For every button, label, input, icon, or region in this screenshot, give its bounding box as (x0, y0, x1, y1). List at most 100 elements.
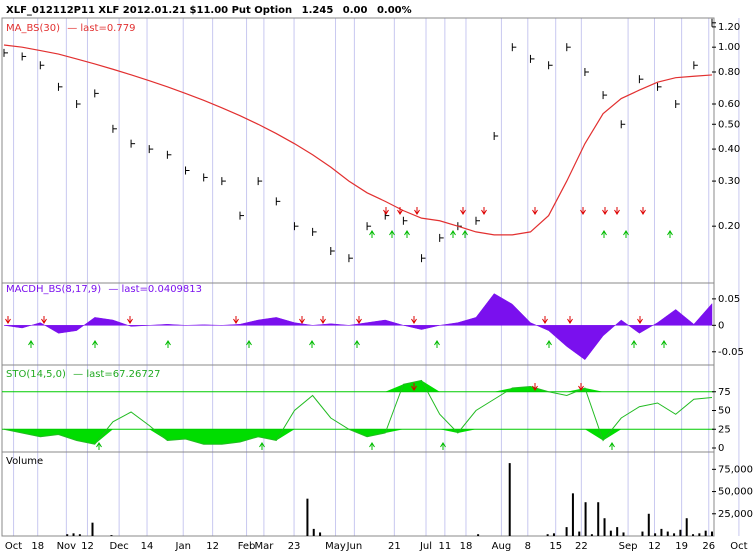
volume-bar (641, 531, 644, 536)
volume-bar (711, 531, 713, 536)
up-arrow-icon (309, 340, 315, 348)
up-arrow-icon (354, 340, 360, 348)
sto-panel: 75 50 25 0 (1, 364, 731, 454)
down-arrow-icon (41, 316, 47, 324)
sto-legend: STO(14,5,0) — last=67.26727 (6, 369, 160, 380)
volume-bars (66, 463, 713, 536)
sto-y-label: 50 (718, 406, 731, 417)
chart-title: XLF_012112P11 XLF 2012.01.21 $11.00 Put … (6, 5, 412, 16)
down-arrow-icon (532, 383, 538, 391)
up-arrow-icon (259, 442, 265, 450)
down-arrow-icon (299, 316, 305, 324)
macdh-signal-arrows (5, 316, 667, 348)
price-y-label: 1.00 (718, 42, 740, 53)
x-tick-label: 12 (206, 541, 219, 551)
volume-bar (78, 534, 81, 536)
up-arrow-icon (92, 340, 98, 348)
macdh-legend: MACDH_BS(8,17,9) — last=0.0409813 (6, 284, 202, 295)
x-tick-label: 26 (702, 541, 715, 551)
volume-bar (616, 527, 619, 536)
volume-y-label: 25,000 (718, 509, 753, 520)
up-arrow-icon (601, 230, 607, 238)
volume-legend: Volume (6, 456, 43, 467)
price-y-label: 0.60 (718, 99, 740, 110)
price-signal-arrows (369, 207, 673, 238)
x-tick-label: 14 (141, 541, 154, 551)
down-arrow-icon (411, 316, 417, 324)
volume-bar (698, 533, 701, 536)
sto-line (3, 379, 713, 445)
x-tick-label: Jul (419, 541, 432, 551)
up-arrow-icon (667, 230, 673, 238)
up-arrow-icon (661, 340, 667, 348)
down-arrow-icon (614, 207, 620, 215)
volume-bar (660, 528, 663, 536)
sto-y-label: 0 (718, 443, 724, 454)
macdh-y-label: 0.05 (718, 294, 740, 305)
volume-bar (704, 530, 707, 536)
vertical-grid (13, 18, 740, 536)
volume-bar (91, 522, 94, 536)
x-tick-label: Oct (5, 541, 22, 551)
down-arrow-icon (481, 207, 487, 215)
price-bars (3, 18, 716, 263)
sto-y-label: 25 (718, 424, 731, 435)
price-y-label: 0.80 (718, 67, 740, 78)
x-tick-label: 19 (675, 541, 688, 551)
x-tick-label: 15 (549, 541, 562, 551)
down-arrow-icon (320, 316, 326, 324)
volume-y-label: 75,000 (718, 464, 753, 475)
up-arrow-icon (631, 340, 637, 348)
volume-bar (590, 534, 593, 536)
up-arrow-icon (369, 230, 375, 238)
volume-bar (685, 518, 688, 536)
down-arrow-icon (414, 207, 420, 215)
up-arrow-icon (96, 442, 102, 450)
x-tick-label: Nov (57, 541, 77, 551)
x-tick-label: Sep (619, 541, 638, 551)
x-tick-label: Jun (346, 541, 363, 551)
price-y-label: 0.50 (718, 119, 740, 130)
sto-y-ticks: 75 50 25 0 (712, 387, 731, 454)
ma-legend: MA_BS(30) — last=0.779 (6, 23, 135, 34)
up-arrow-icon (369, 442, 375, 450)
x-axis-labels: Oct 18 Nov 12 Dec 14 Jan 12 Feb Mar 23 May Jun 21 Jul 1… (5, 541, 748, 551)
down-arrow-icon (637, 316, 643, 324)
up-arrow-icon (609, 442, 615, 450)
volume-panel: 75,000 50,000 25,000 (1, 451, 753, 537)
volume-bar (477, 534, 480, 536)
volume-bar (565, 527, 568, 536)
volume-bar (647, 513, 650, 536)
sto-oversold-fill (4, 429, 712, 445)
down-arrow-icon (356, 316, 362, 324)
up-arrow-icon (246, 340, 252, 348)
volume-y-label: 50,000 (718, 487, 753, 498)
down-arrow-icon (411, 383, 417, 391)
x-tick-label: May (325, 541, 346, 551)
down-arrow-icon (397, 207, 403, 215)
x-tick-label: 18 (460, 541, 473, 551)
macdh-y-ticks: 0.05 0 -0.05 (712, 294, 744, 358)
up-arrow-icon (404, 230, 410, 238)
volume-bar (654, 533, 657, 536)
price-y-label: 1.20 (718, 22, 740, 33)
volume-bar (72, 533, 75, 536)
volume-bar (609, 530, 612, 536)
up-arrow-icon (462, 230, 468, 238)
macdh-y-label: 0 (718, 320, 724, 331)
down-arrow-icon (5, 316, 11, 324)
down-arrow-icon (602, 207, 608, 215)
volume-bar (578, 531, 581, 536)
x-tick-label: Dec (109, 541, 128, 551)
up-arrow-icon (450, 230, 456, 238)
up-arrow-icon (28, 340, 34, 348)
down-arrow-icon (460, 207, 466, 215)
down-arrow-icon (542, 316, 548, 324)
x-tick-label: 8 (525, 541, 531, 551)
down-arrow-icon (233, 316, 239, 324)
macdh-panel: 0.05 0 -0.05 (1, 282, 744, 366)
up-arrow-icon (389, 230, 395, 238)
down-arrow-icon (580, 207, 586, 215)
up-arrow-icon (546, 340, 552, 348)
volume-bar (66, 534, 69, 536)
